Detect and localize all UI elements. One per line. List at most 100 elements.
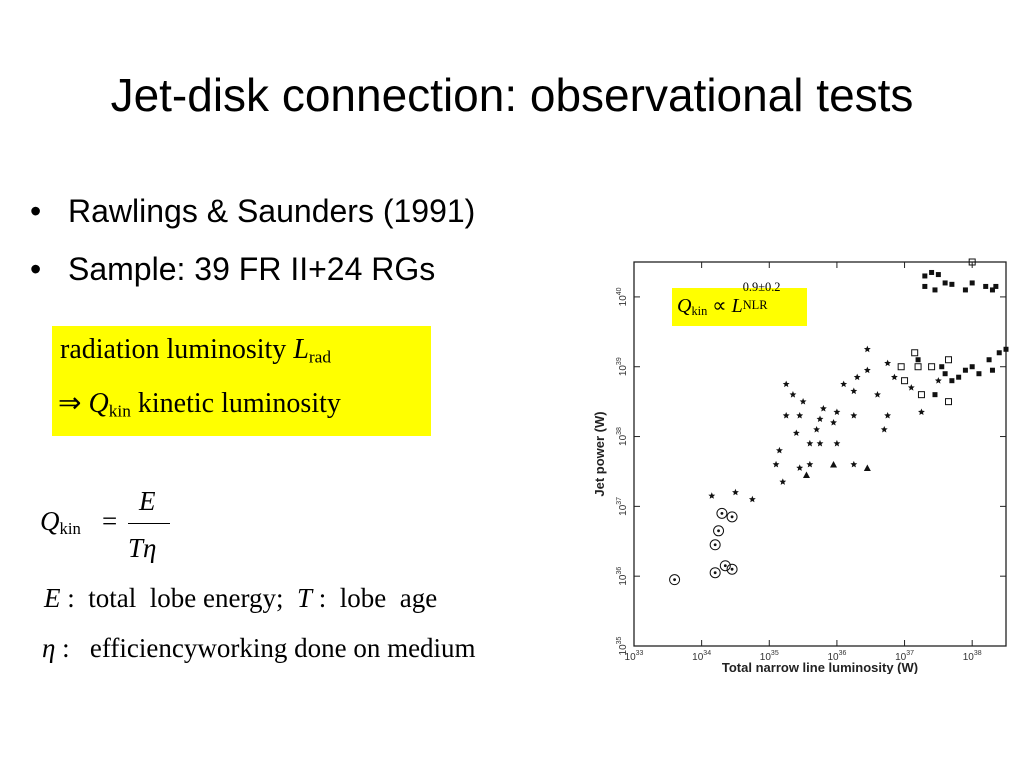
slide-title: Jet-disk connection: observational tests [110, 69, 914, 121]
symbol-E: E [44, 583, 61, 613]
box-line2-text: kinetic luminosity [130, 388, 341, 419]
symbol-Q: Q [88, 388, 109, 419]
y-tick-label: 1035 [616, 636, 629, 655]
point-circle-dot [730, 515, 734, 519]
point-star [934, 377, 942, 384]
box-line1-text: radiation luminosity [60, 334, 294, 365]
point-star [806, 439, 814, 447]
formula-denominator: Tη [128, 533, 156, 564]
point-triangle [863, 464, 871, 471]
point-circle-dot [717, 529, 720, 533]
point-star [880, 425, 888, 433]
point-open-square [928, 363, 936, 371]
point-open-square [968, 258, 976, 266]
point-circle-dot [720, 511, 724, 515]
highlight-box: radiation luminosity Lrad ⇒ Qkin kinetic… [52, 326, 431, 436]
chart-annotation: Qkin ∝ L 0.9±0.2 NLR [672, 280, 807, 326]
point-circle-dot [730, 567, 734, 571]
annot-sub-nlr: NLR [742, 298, 768, 312]
point-circle [709, 567, 721, 579]
point-star [799, 398, 807, 405]
symbol-Q: Q [40, 506, 60, 536]
point-star [833, 408, 841, 416]
subscript-rad: rad [308, 347, 332, 367]
point-star [796, 412, 804, 419]
point-filled-square [989, 367, 995, 373]
point-open-square [901, 377, 909, 385]
point-filled-square [989, 287, 995, 293]
point-filled-square [962, 287, 968, 293]
point-filled-square [942, 280, 948, 286]
point-star [782, 412, 790, 419]
point-triangle [830, 460, 838, 468]
point-circle [726, 563, 738, 575]
point-star [840, 380, 848, 388]
y-tick-label: 1038 [616, 427, 629, 446]
x-tick-label: 1038 [963, 650, 982, 663]
point-filled-square [922, 283, 928, 289]
point-star [789, 391, 797, 398]
y-tick-label: 1039 [616, 357, 629, 376]
point-star [863, 345, 871, 353]
point-star [732, 488, 739, 496]
point-open-square [945, 356, 953, 364]
point-star [816, 415, 824, 422]
y-axis-label: Jet power (W) [592, 411, 607, 496]
denominator-text: Tη [128, 533, 157, 563]
point-filled-square [969, 364, 975, 370]
point-open-square [911, 349, 919, 357]
point-circle-dot [723, 564, 727, 568]
point-star [833, 439, 841, 447]
point-star [775, 446, 783, 454]
box-line-radiation: radiation luminosity Lrad [60, 334, 331, 367]
point-filled-square [983, 283, 989, 289]
bullet-item: • Rawlings & Saunders (1991) [30, 188, 475, 246]
bullet-text: Sample: 39 FR II+24 RGs [68, 251, 436, 287]
point-open-square [917, 391, 925, 399]
point-filled-square [986, 357, 992, 363]
point-star [853, 373, 861, 381]
fraction-bar [128, 523, 170, 524]
point-star [850, 460, 858, 468]
point-filled-square [939, 364, 945, 370]
point-filled-square [929, 269, 935, 275]
bullet-list: • Rawlings & Saunders (1991) • Sample: 39 … [30, 188, 475, 304]
point-circle [669, 574, 681, 586]
point-circle [726, 511, 738, 523]
bullet-marker: • [30, 193, 42, 229]
point-star [907, 384, 915, 391]
point-circle-dot [713, 571, 717, 575]
chart-svg: 1033 1034 1035 1036 1037 1038 1035 1036 1037 1038… [592, 258, 1009, 675]
annot-sup: 0.9±0.2 [742, 280, 781, 294]
point-open-square [945, 398, 953, 406]
point-filled-square [915, 357, 921, 363]
point-star [772, 460, 780, 468]
y-tick-label: 1037 [616, 497, 629, 516]
point-filled-square [922, 273, 928, 279]
y-tick-label: 1040 [616, 287, 629, 306]
symbol-T: T [296, 583, 312, 613]
point-open-square [897, 363, 905, 371]
x-tick-label: 1034 [692, 650, 711, 663]
point-star [863, 366, 871, 374]
def1-text2: : lobe age [311, 583, 438, 613]
point-star [782, 380, 790, 388]
formula-numerator: E [139, 486, 156, 517]
point-filled-square [969, 280, 975, 286]
point-filled-square [949, 378, 955, 384]
point-circle [716, 507, 728, 519]
point-star [796, 464, 804, 471]
subscript-kin: kin [108, 401, 131, 421]
x-tick-label: 1033 [625, 650, 644, 663]
bullet-item: • Sample: 39 FR II+24 RGs [30, 246, 475, 304]
point-triangle [802, 471, 810, 478]
symbol-eta: η [42, 633, 56, 663]
def2-text: : efficiencyworking done on medium [55, 633, 476, 663]
annot-propto: ∝ [707, 295, 732, 317]
point-star [918, 408, 925, 416]
bullet-text: Rawlings & Saunders (1991) [68, 193, 476, 229]
point-open-square [914, 363, 922, 371]
point-filled-square [956, 374, 962, 380]
symbol-L: L [293, 334, 309, 365]
annot-sub-kin: kin [691, 304, 708, 319]
